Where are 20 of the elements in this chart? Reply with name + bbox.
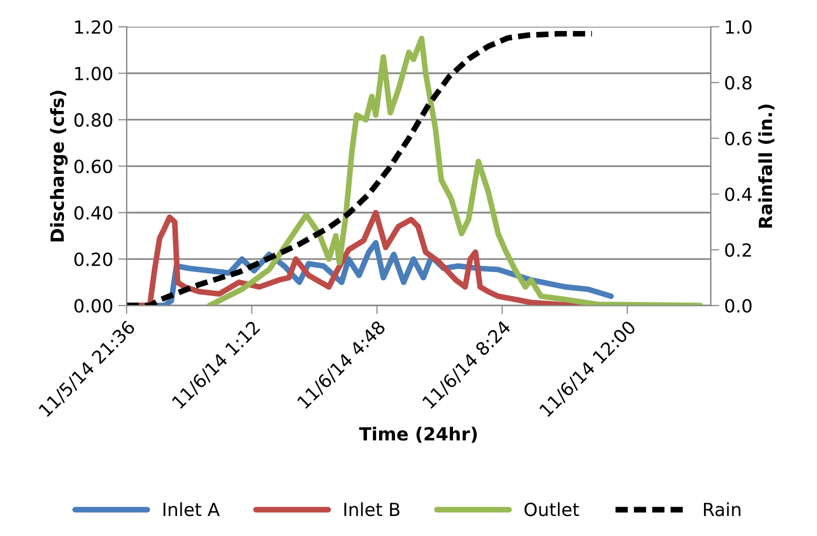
y-tick-label: 0.60 [74, 160, 112, 174]
y-tick-label: 0.40 [74, 206, 112, 220]
y-tick-label: 1.00 [75, 66, 112, 80]
y2-tick-label: 0.6 [725, 132, 752, 146]
legend-label: Inlet A [164, 502, 220, 516]
x-axis-title: Time (24hr) [359, 426, 477, 443]
y2-tick-label: 0.8 [725, 76, 752, 90]
legend-label: Inlet B [344, 502, 400, 516]
y2-tick-label: 0.0 [725, 298, 752, 313]
y-tick-label: 0.80 [74, 113, 112, 127]
y2-tick-label: 0.4 [725, 187, 752, 202]
y-axis-title: Discharge (cfs) [50, 90, 68, 242]
y-tick-label: 0.20 [74, 252, 112, 266]
y-tick-label: 1.20 [75, 20, 112, 34]
y-tick-label: 0.00 [74, 298, 112, 313]
legend-label: Outlet [524, 502, 580, 516]
y2-tick-label: 0.2 [725, 243, 751, 257]
y2-axis-title: Rainfall (in.) [758, 104, 774, 228]
y2-tick-label: 1.0 [726, 20, 752, 34]
legend-label: Rain [704, 502, 740, 516]
